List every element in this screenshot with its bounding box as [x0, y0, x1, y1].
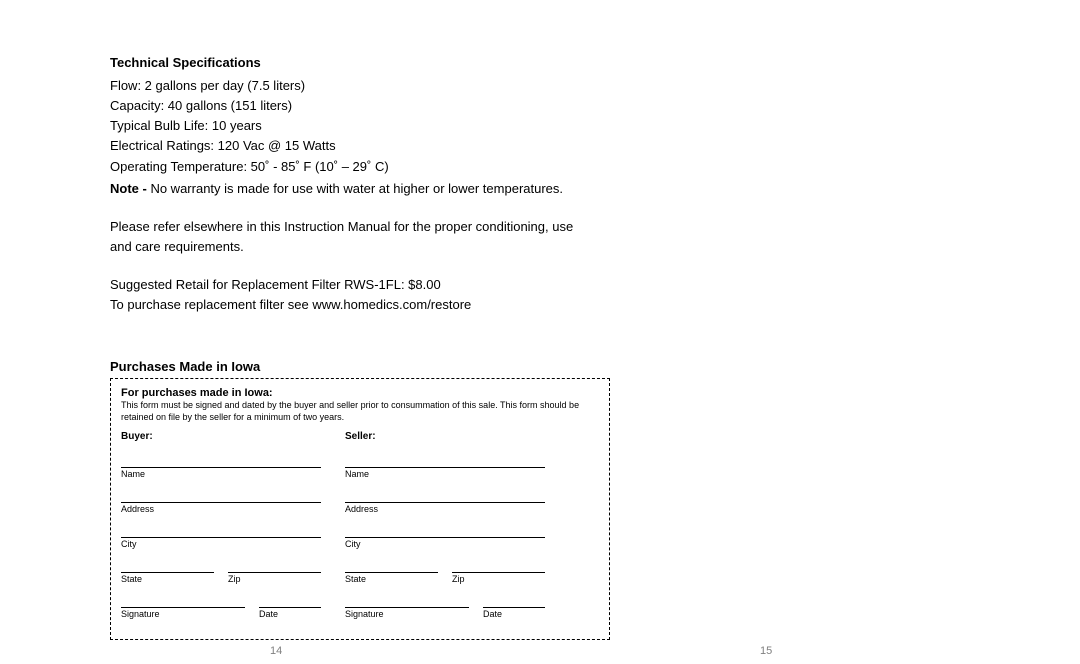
input-line[interactable]: [345, 489, 545, 503]
note-prefix: Note -: [110, 181, 150, 196]
date-label: Date: [483, 609, 545, 619]
input-line[interactable]: [121, 559, 214, 573]
iowa-section: Purchases Made in Iowa For purchases mad…: [110, 359, 970, 640]
seller-signature-field: Signature: [345, 594, 469, 629]
retail-section: Suggested Retail for Replacement Filter …: [110, 275, 970, 315]
seller-city-field: City: [345, 524, 545, 549]
buyer-state-field: State: [121, 559, 214, 594]
name-label: Name: [345, 469, 545, 479]
buyer-signature-field: Signature: [121, 594, 245, 629]
buyer-sig-date-row: Signature Date: [121, 594, 321, 629]
refer-paragraph: Please refer elsewhere in this Instructi…: [110, 217, 590, 257]
seller-name-field: Name: [345, 454, 545, 479]
input-line[interactable]: [452, 559, 545, 573]
spec-bulb: Typical Bulb Life: 10 years: [110, 116, 970, 136]
iowa-heading: Purchases Made in Iowa: [110, 359, 970, 374]
seller-label: Seller:: [345, 431, 545, 442]
zip-label: Zip: [452, 574, 545, 584]
input-line[interactable]: [259, 594, 321, 608]
iowa-instruction: This form must be signed and dated by th…: [121, 400, 599, 423]
buyer-zip-field: Zip: [228, 559, 321, 594]
address-label: Address: [345, 504, 545, 514]
spec-flow: Flow: 2 gallons per day (7.5 liters): [110, 76, 970, 96]
input-line[interactable]: [228, 559, 321, 573]
seller-sig-date-row: Signature Date: [345, 594, 545, 629]
buyer-city-field: City: [121, 524, 321, 549]
buyer-date-field: Date: [259, 594, 321, 629]
input-line[interactable]: [121, 524, 321, 538]
seller-date-field: Date: [483, 594, 545, 629]
input-line[interactable]: [345, 594, 469, 608]
zip-label: Zip: [228, 574, 321, 584]
address-label: Address: [121, 504, 321, 514]
note-body: No warranty is made for use with water a…: [150, 181, 563, 196]
buyer-label: Buyer:: [121, 431, 321, 442]
seller-column: Seller: Name Address City: [345, 431, 545, 629]
signature-label: Signature: [121, 609, 245, 619]
buyer-column: Buyer: Name Address City: [121, 431, 321, 629]
seller-state-zip-row: State Zip: [345, 559, 545, 594]
spec-note: Note - No warranty is made for use with …: [110, 179, 970, 199]
state-label: State: [345, 574, 438, 584]
form-columns: Buyer: Name Address City: [121, 431, 599, 629]
buyer-state-zip-row: State Zip: [121, 559, 321, 594]
spec-electrical: Electrical Ratings: 120 Vac @ 15 Watts: [110, 136, 970, 156]
date-label: Date: [259, 609, 321, 619]
tech-spec-section: Technical Specifications Flow: 2 gallons…: [110, 55, 970, 199]
retail-line1: Suggested Retail for Replacement Filter …: [110, 275, 970, 295]
page-content: Technical Specifications Flow: 2 gallons…: [110, 55, 970, 640]
page-number-right: 15: [760, 645, 772, 657]
state-label: State: [121, 574, 214, 584]
seller-address-field: Address: [345, 489, 545, 514]
city-label: City: [121, 539, 321, 549]
input-line[interactable]: [345, 524, 545, 538]
input-line[interactable]: [483, 594, 545, 608]
seller-state-field: State: [345, 559, 438, 594]
buyer-address-field: Address: [121, 489, 321, 514]
signature-label: Signature: [345, 609, 469, 619]
name-label: Name: [121, 469, 321, 479]
input-line[interactable]: [121, 594, 245, 608]
seller-zip-field: Zip: [452, 559, 545, 594]
input-line[interactable]: [121, 489, 321, 503]
iowa-subhead: For purchases made in Iowa:: [121, 387, 599, 399]
input-line[interactable]: [345, 454, 545, 468]
buyer-name-field: Name: [121, 454, 321, 479]
input-line[interactable]: [345, 559, 438, 573]
spec-capacity: Capacity: 40 gallons (151 liters): [110, 96, 970, 116]
tech-heading: Technical Specifications: [110, 55, 970, 70]
city-label: City: [345, 539, 545, 549]
input-line[interactable]: [121, 454, 321, 468]
iowa-form-box: For purchases made in Iowa: This form mu…: [110, 378, 610, 640]
page-number-left: 14: [270, 645, 282, 657]
retail-line2: To purchase replacement filter see www.h…: [110, 295, 970, 315]
spec-temp: Operating Temperature: 50˚ - 85˚ F (10˚ …: [110, 157, 970, 177]
